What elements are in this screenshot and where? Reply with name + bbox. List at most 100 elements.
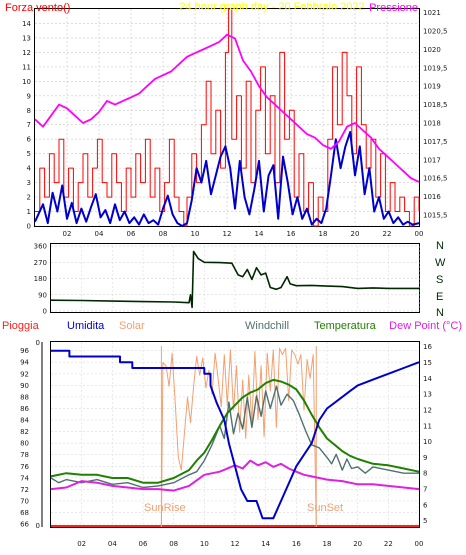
humidity-tick-label: 86 [20, 405, 29, 413]
y-tick-label: 11 [22, 63, 31, 71]
pressure-series [34, 33, 420, 183]
y-tick-label: 9 [27, 92, 31, 100]
wind-direction-cardinals: N W S E N [435, 240, 446, 319]
y-tick-label: 3 [27, 179, 31, 187]
x-tick-label: 06 [127, 230, 136, 238]
humidity-tick-label: 68 [20, 509, 29, 517]
rain-tick-label: 0 [36, 522, 40, 530]
wind-direction-ticks: 0 90 180 270 360 [34, 243, 47, 316]
temperature-tick-label: 11 [423, 422, 432, 430]
x-tick-label: 02 [63, 230, 72, 238]
x-tick-label: 08 [169, 540, 178, 548]
x-tick-label: 04 [108, 540, 117, 548]
temperature-tick-label: 12 [423, 406, 432, 414]
temperature-tick-label: 15 [423, 359, 432, 367]
rain-tick-label: 0 [36, 339, 40, 347]
cardinal-label: N [436, 307, 444, 319]
x-tick-label: 12 [223, 230, 232, 238]
humidity-tick-label: 70 [20, 497, 29, 505]
y-tick-label: 13 [22, 34, 31, 42]
humidity-label: Umidita [67, 320, 105, 332]
y-tick-label: 4 [27, 165, 32, 173]
temperature-tick-label: 6 [423, 501, 428, 509]
windchill-label: Windchill [245, 320, 289, 332]
cardinal-label: S [436, 274, 443, 286]
temperature-series [50, 347, 420, 528]
x-tick-label: 16 [292, 540, 301, 548]
solar-series [160, 347, 317, 528]
x-tick-label: 00 [415, 540, 424, 548]
pressure-tick-label: 1021 [423, 9, 441, 17]
solar-label: Solar [119, 320, 145, 332]
humidity-tick-label: 72 [20, 486, 29, 494]
pressure-tick-label: 1018 [423, 120, 441, 128]
temperature-tick-label: 13 [423, 391, 432, 399]
x-tick-label: 10 [191, 230, 200, 238]
x-tick-label: 20 [353, 540, 362, 548]
humidity-tick-label: 92 [20, 370, 29, 378]
direction-tick-label: 180 [34, 275, 47, 283]
wind-pressure-panel-bg [0, 0, 466, 238]
x-tick-label: 14 [261, 540, 270, 548]
temperature-tick-label: 16 [423, 343, 432, 351]
rain-label: Pioggia [2, 320, 40, 332]
pressure-tick-label: 1016 [423, 193, 441, 201]
wind-force-axis-label: Forza vento() [5, 2, 70, 14]
x-tick-label: 22 [383, 230, 392, 238]
temperature-ticks: 02 04 06 08 10 12 14 16 18 20 22 006668707274767880… [20, 339, 432, 548]
humidity-tick-label: 82 [20, 428, 29, 436]
wind-direction-grid [51, 245, 420, 312]
y-tick-label: 10 [22, 78, 31, 86]
y-tick-label: 2 [27, 194, 31, 202]
y-tick-label: 14 [22, 20, 31, 28]
temperature-tick-label: 10 [423, 438, 432, 446]
temperature-grid [51, 342, 420, 527]
humidity-tick-label: 96 [20, 347, 29, 355]
windchill-series [50, 385, 419, 489]
humidity-tick-label: 84 [20, 417, 29, 425]
humidity-tick-label: 76 [20, 463, 29, 471]
x-tick-label: 06 [139, 540, 148, 548]
x-tick-label: 22 [384, 540, 393, 548]
pressure-tick-label: 1017,5 [423, 138, 448, 146]
humidity-series [51, 349, 420, 520]
pressure-tick-label: 1020,5 [423, 28, 448, 36]
x-tick-label: 14 [255, 230, 264, 238]
humidity-tick-label: 94 [20, 359, 29, 367]
y-tick-label: 6 [27, 136, 32, 144]
y-tick-label: 7 [27, 121, 31, 129]
dewpoint-label: Dew Point (°C) [389, 320, 462, 332]
direction-tick-label: 0 [43, 308, 47, 316]
humidity-tick-label: 74 [20, 474, 29, 482]
wind-direction-series [50, 250, 419, 309]
y-tick-label: 1 [27, 208, 31, 216]
pressure-tick-label: 1016,5 [423, 175, 448, 183]
x-tick-label: 04 [95, 230, 104, 238]
dewpoint-series [50, 459, 420, 492]
cardinal-label: E [436, 291, 443, 303]
y-tick-label: 12 [22, 49, 31, 57]
wind-pressure-ticks: 02 04 06 08 10 12 14 16 18 20 22 000123456789101112… [22, 9, 447, 238]
chart-title: 24 hour graph day - 20 Febbraio 2022 [179, 1, 364, 13]
humidity-tick-label: 88 [20, 393, 29, 401]
temperature-tick-label: 8 [423, 470, 427, 478]
cardinal-label: W [435, 257, 446, 269]
pressure-tick-label: 1019 [423, 83, 441, 91]
temperature-label: Temperatura [314, 320, 377, 332]
x-tick-label: 02 [77, 540, 86, 548]
wind-pressure-series [34, 8, 420, 227]
pressure-tick-label: 1017 [423, 156, 441, 164]
temperature-tick-label: 14 [423, 375, 432, 383]
temperature-tick-label: 9 [423, 454, 427, 462]
wind-direction-series [50, 250, 419, 309]
x-tick-label: 12 [231, 540, 240, 548]
pressure-axis-label: Pressione [369, 2, 418, 14]
wind-pressure-plot-frame [34, 8, 420, 227]
temperature-series [50, 378, 420, 484]
y-tick-label: 0 [27, 223, 31, 231]
y-tick-label: 8 [27, 107, 31, 115]
x-tick-label: 18 [319, 230, 328, 238]
humidity-tick-label: 90 [20, 382, 29, 390]
sunset-label: SunSet [307, 502, 343, 514]
